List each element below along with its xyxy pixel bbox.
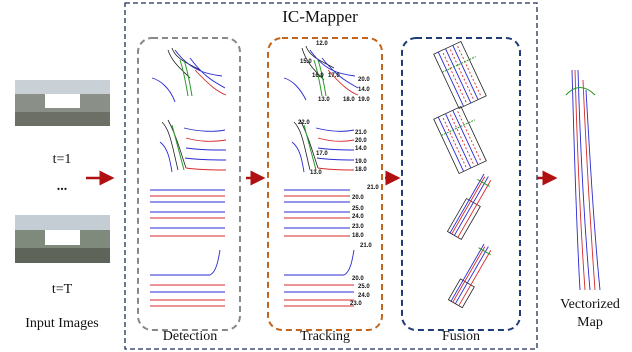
output-label: Map	[577, 315, 603, 330]
track-id: 20.0	[352, 195, 364, 201]
track-id: 19.0	[355, 159, 367, 165]
stage-label: Detection	[163, 329, 217, 344]
track-id: 20.0	[352, 276, 364, 282]
track-id: 17.0	[328, 73, 340, 79]
detection-maps	[150, 48, 226, 306]
track-id: 18.0	[343, 97, 355, 103]
frame-label: t=T	[52, 282, 73, 297]
input-images	[15, 80, 110, 263]
track-id: 25.0	[352, 206, 364, 212]
track-id: 19.0	[358, 97, 370, 103]
fusion-maps	[434, 39, 496, 308]
track-id: 18.0	[355, 167, 367, 173]
title: IC-Mapper	[282, 7, 358, 26]
diagram: IC-Mapper Detection Tracking Fusion t=1 …	[0, 0, 632, 352]
track-id: 21.0	[367, 185, 379, 191]
track-id: 16.0	[312, 73, 324, 79]
track-id: 20.0	[355, 138, 367, 144]
track-id: 20.0	[358, 77, 370, 83]
track-id: 13.0	[318, 97, 330, 103]
vectorized-map	[566, 70, 600, 290]
ellipsis: ...	[57, 179, 68, 194]
stage-label: Tracking	[300, 329, 350, 344]
frame-label: t=1	[53, 152, 72, 167]
track-id: 21.0	[360, 243, 372, 249]
track-id: 24.0	[358, 293, 370, 299]
track-id: 14.0	[358, 87, 370, 93]
input-label: Input Images	[25, 316, 98, 331]
track-id: 12.0	[316, 41, 328, 47]
track-id: 17.0	[316, 151, 328, 157]
track-id: 15.0	[300, 59, 312, 65]
track-id: 14.0	[355, 146, 367, 152]
track-id: 21.0	[355, 130, 367, 136]
track-id: 23.0	[352, 224, 364, 230]
tracking-maps	[284, 46, 358, 306]
stage-label: Fusion	[442, 329, 480, 344]
track-id: 25.0	[358, 284, 370, 290]
track-id: 22.0	[298, 120, 310, 126]
track-id: 13.0	[310, 170, 322, 176]
output-label: Vectorized	[560, 297, 620, 312]
track-id: 18.0	[352, 233, 364, 239]
track-id: 23.0	[350, 301, 362, 307]
framework-box	[125, 3, 537, 349]
track-id: 24.0	[352, 214, 364, 220]
